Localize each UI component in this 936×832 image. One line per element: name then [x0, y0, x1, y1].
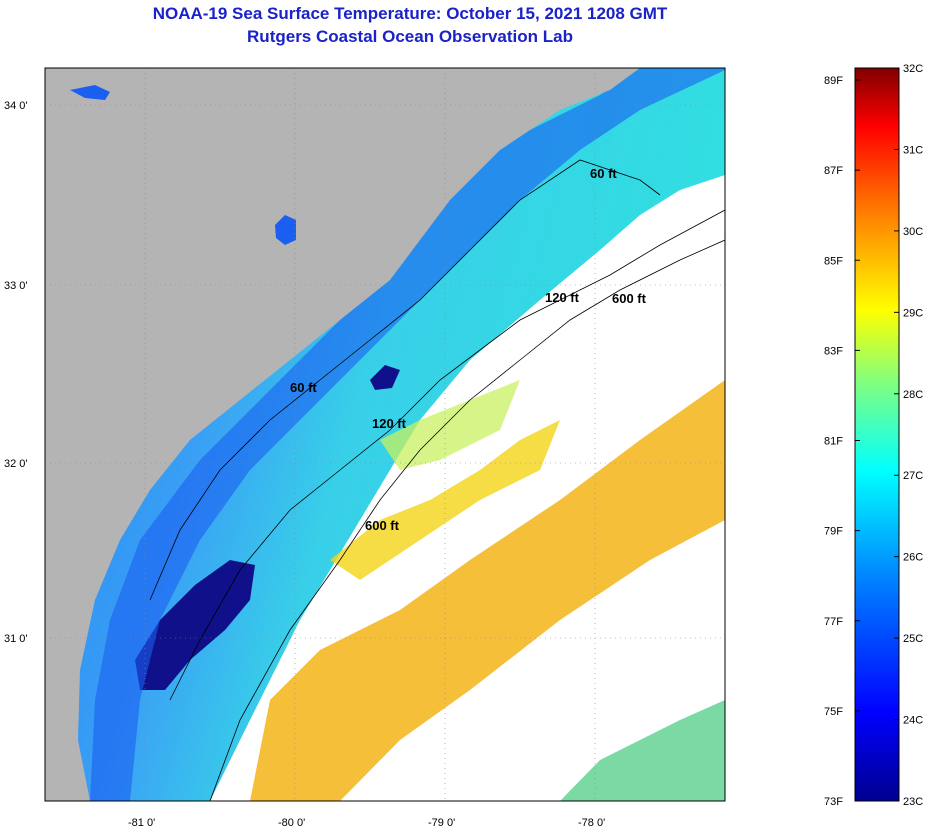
warm-water-patch [330, 420, 560, 580]
colorbar-f-label: 75F [824, 706, 843, 718]
contour-label-60ft-south: 60 ft [290, 380, 317, 395]
colorbar-c-label: 25C [903, 633, 923, 645]
cloud-patch [600, 280, 725, 370]
lon-tick-label: -79 0' [428, 817, 455, 829]
colorbar-c-label: 27C [903, 470, 923, 482]
colorbar-celsius-ticks: 32C 31C 30C 29C 28C 27C 26C 25C 24C 23C [894, 63, 923, 808]
map-panel: 60 ft 60 ft 120 ft 120 ft 600 ft 600 ft [45, 68, 725, 801]
colorbar-c-label: 23C [903, 796, 923, 808]
colorbar-c-label: 26C [903, 552, 923, 564]
map-subtitle: Rutgers Coastal Ocean Observation Lab [247, 27, 573, 46]
warm-water-patch [560, 700, 725, 801]
map-frame [44, 67, 726, 802]
warm-water-patch [250, 380, 725, 801]
colorbar-c-label: 29C [903, 307, 923, 319]
contour-120ft [169, 209, 725, 701]
colorbar-f-label: 73F [824, 796, 843, 808]
land-mass [45, 68, 640, 801]
contour-label-600ft-south: 600 ft [365, 518, 400, 533]
colorbar-f-label: 85F [824, 255, 843, 267]
colorbar-c-label: 28C [903, 389, 923, 401]
lat-tick-label: 34 0' [4, 100, 28, 112]
colorbar-f-label: 83F [824, 345, 843, 357]
colorbar-fahrenheit-ticks: 89F 87F 85F 83F 81F 79F 77F 75F 73F [824, 75, 860, 808]
colorbar-f-label: 89F [824, 75, 843, 87]
colorbar-f-label: 79F [824, 526, 843, 538]
contour-label-120ft-south: 120 ft [372, 416, 407, 431]
colorbar [854, 67, 900, 802]
contour-label-60ft-north: 60 ft [590, 166, 617, 181]
lat-tick-label: 32 0' [4, 458, 28, 470]
inland-lake [70, 85, 110, 100]
contour-60ft [149, 159, 661, 601]
cold-water-patch [135, 560, 255, 690]
cold-water-patch [370, 365, 400, 390]
cloud-patch [420, 680, 560, 770]
colorbar-c-label: 30C [903, 226, 923, 238]
colorbar-f-label: 81F [824, 436, 843, 448]
lon-axis: -81 0' -80 0' -79 0' -78 0' [128, 817, 605, 829]
map-title: NOAA-19 Sea Surface Temperature: October… [152, 4, 668, 23]
colorbar-c-label: 32C [903, 63, 923, 75]
lon-tick-label: -80 0' [278, 817, 305, 829]
warm-water-patch [380, 380, 520, 470]
colorbar-f-label: 87F [824, 165, 843, 177]
graticule [45, 68, 725, 801]
lat-tick-label: 31 0' [4, 633, 28, 645]
colorbar-f-label: 77F [824, 616, 843, 628]
colorbar-c-label: 24C [903, 715, 923, 727]
lon-tick-label: -78 0' [578, 817, 605, 829]
lon-tick-label: -81 0' [128, 817, 155, 829]
colorbar-c-label: 31C [903, 144, 923, 156]
lat-axis: 34 0' 33 0' 32 0' 31 0' [4, 100, 28, 645]
contour-label-600ft-north: 600 ft [612, 291, 647, 306]
inland-lake [275, 215, 296, 245]
contour-600ft [209, 239, 725, 801]
lat-tick-label: 33 0' [4, 280, 28, 292]
contour-label-120ft-north: 120 ft [545, 290, 580, 305]
